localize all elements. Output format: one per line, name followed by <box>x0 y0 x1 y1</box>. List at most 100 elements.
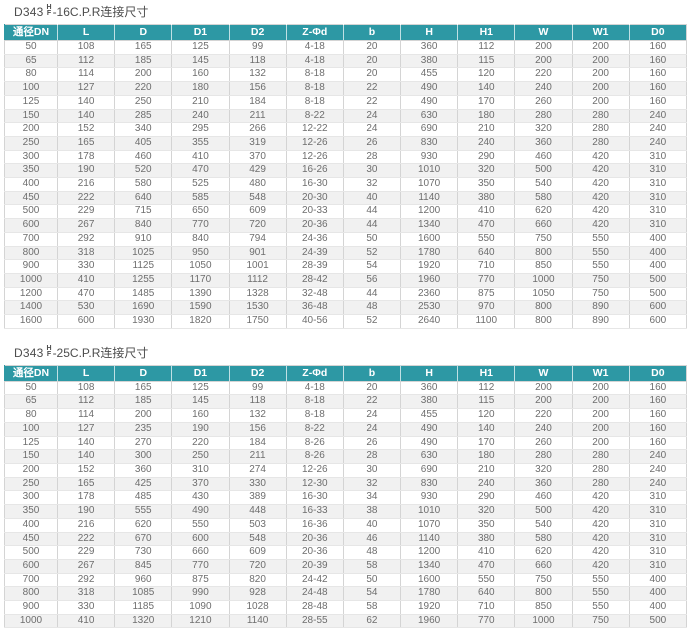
table-cell: 140 <box>457 81 516 96</box>
column-header: W1 <box>571 24 630 41</box>
table-cell: 455 <box>400 67 459 83</box>
table-cell: 24-36 <box>285 232 344 247</box>
table-row: 700 292 960 875 820 24-42 50 1600 550 750 550 400 <box>4 573 688 588</box>
table-cell: 770 <box>457 273 516 288</box>
table-cell: 1050 <box>171 259 230 274</box>
table-cell: 156 <box>228 81 287 96</box>
table-cell: 420 <box>571 518 630 533</box>
table-cell: 490 <box>400 95 459 110</box>
table-cell: 490 <box>400 422 459 437</box>
table-cell: 115 <box>457 54 516 69</box>
column-header: 通径DN <box>4 24 58 41</box>
table-cell: 190 <box>56 504 116 519</box>
table-cell: 145 <box>171 54 230 69</box>
table-cell: 200 <box>571 54 630 69</box>
table-row: 125 140 250 210 184 8-18 22 490 170 260 200 160 <box>4 95 688 110</box>
table-cell: 840 <box>171 232 230 247</box>
table-row: 150 140 285 240 211 8-22 24 630 180 280 280 240 <box>4 109 688 124</box>
table-cell: 609 <box>228 545 287 560</box>
table-cell: 500 <box>4 204 58 220</box>
column-header: D1 <box>171 24 230 41</box>
table-cell: 405 <box>114 136 173 151</box>
table-cell: 970 <box>457 300 516 316</box>
table-cell: 132 <box>228 67 287 83</box>
table-cell: 24 <box>342 408 402 423</box>
table-cell: 960 <box>114 573 173 588</box>
table-cell: 120 <box>457 67 516 83</box>
table-cell: 292 <box>56 232 116 247</box>
column-header: 通径DN <box>4 365 58 382</box>
table-cell: 330 <box>228 477 287 492</box>
table-cell: 200 <box>4 463 58 478</box>
table-cell: 235 <box>114 422 173 437</box>
table-cell: 250 <box>4 477 58 492</box>
table-cell: 420 <box>571 504 630 519</box>
table-cell: 220 <box>171 436 230 451</box>
table-row: 65 112 185 145 118 4-18 20 380 115 200 200 160 <box>4 54 688 69</box>
table-cell: 1010 <box>400 163 459 179</box>
table-cell: 200 <box>571 408 630 423</box>
table-cell: 389 <box>228 490 287 506</box>
header-row: 通径DN L D D1 D2 Z-Φd b H H1 W W1 D0 <box>4 24 687 41</box>
table-cell: 20-36 <box>285 532 344 547</box>
table-cell: 125 <box>171 40 230 55</box>
table-cell: 448 <box>228 504 287 519</box>
table-row: 50 108 165 125 99 4-18 20 360 112 200 200 160 <box>4 381 688 396</box>
table-cell: 1000 <box>4 273 58 288</box>
table-cell: 140 <box>457 422 516 437</box>
table-cell: 16-26 <box>285 163 344 179</box>
table-cell: 112 <box>56 394 116 410</box>
table-cell: 200 <box>114 67 173 83</box>
table-cell: 450 <box>4 191 58 206</box>
table-cell: 44 <box>342 218 402 233</box>
table-cell: 420 <box>571 191 630 206</box>
table-cell: 240 <box>628 449 688 464</box>
table-cell: 800 <box>514 300 573 316</box>
table-cell: 229 <box>56 204 116 220</box>
table-cell: 540 <box>514 177 573 192</box>
table-cell: 1255 <box>114 273 173 288</box>
table-cell: 229 <box>56 545 116 560</box>
table-cell: 50 <box>342 573 402 588</box>
table-row: 100 127 235 190 156 8-22 24 490 140 240 200 160 <box>4 422 688 437</box>
table-cell: 548 <box>228 191 287 206</box>
table-cell: 8-22 <box>285 109 344 124</box>
table-cell: 20-30 <box>285 191 344 206</box>
table-cell: 267 <box>56 559 116 574</box>
table-cell: 1050 <box>514 287 573 302</box>
table-cell: 216 <box>56 177 116 192</box>
table-cell: 32 <box>342 177 402 192</box>
table-cell: 360 <box>514 477 573 492</box>
table-cell: 200 <box>514 381 573 396</box>
table-cell: 160 <box>628 381 688 396</box>
table-cell: 700 <box>4 573 58 588</box>
table-cell: 370 <box>228 150 287 165</box>
table-cell: 900 <box>4 259 58 274</box>
table-cell: 550 <box>171 518 230 533</box>
table-cell: 310 <box>628 504 688 519</box>
table-cell: 48 <box>342 300 402 316</box>
table-cell: 550 <box>571 573 630 588</box>
table-cell: 28-39 <box>285 259 344 274</box>
table-cell: 400 <box>628 573 688 588</box>
table-cell: 890 <box>571 300 630 316</box>
table-row: 600 267 840 770 720 20-36 44 1340 470 660 420 310 <box>4 218 688 233</box>
table-cell: 800 <box>4 246 58 261</box>
column-header: W <box>514 24 573 41</box>
table-cell: 770 <box>171 218 230 233</box>
table-row: 800 318 1025 950 901 24-39 52 1780 640 800 550 400 <box>4 246 688 261</box>
table-cell: 4-18 <box>285 54 344 69</box>
table-title-pn16: D343 H F -16C.P.R连接尺寸 <box>14 4 687 19</box>
table-cell: 485 <box>114 490 173 506</box>
table-cell: 240 <box>628 136 688 151</box>
table-cell: 330 <box>56 600 116 615</box>
table-cell: 38 <box>342 504 402 519</box>
table-cell: 1320 <box>114 614 173 629</box>
table-cell: 500 <box>514 504 573 519</box>
table-title-pn25: D343 H F -25C.P.R连接尺寸 <box>14 345 687 360</box>
table-cell: 24 <box>342 422 402 437</box>
table-cell: 400 <box>628 600 688 615</box>
table-cell: 300 <box>114 449 173 464</box>
table-cell: 16-36 <box>285 518 344 533</box>
table-cell: 22 <box>342 394 402 410</box>
